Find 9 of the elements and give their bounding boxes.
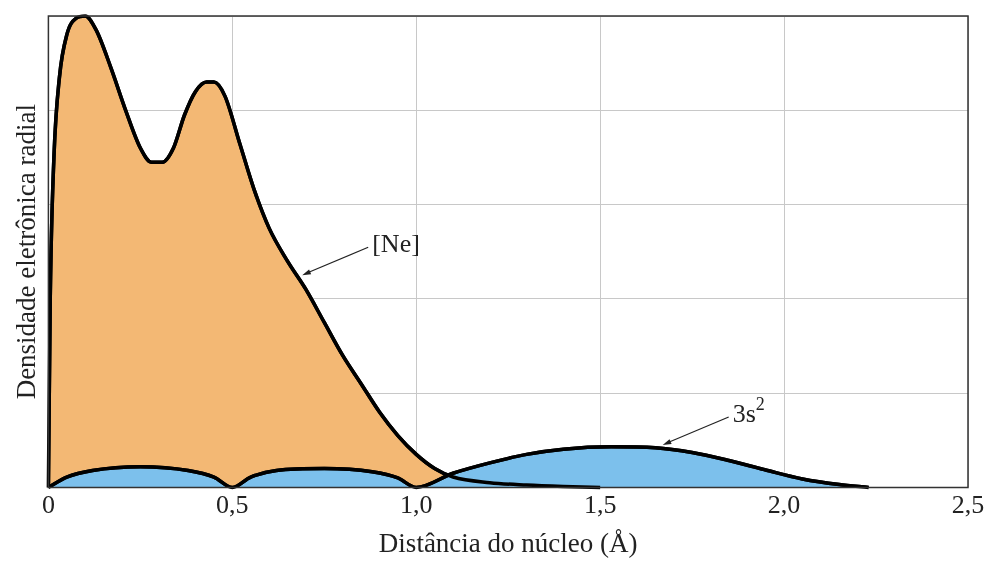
y-axis-title: Densidade eletrônica radial: [11, 104, 42, 400]
x-tick-label: 2,5: [951, 489, 985, 519]
x-axis-title: Distância do núcleo (Å): [378, 527, 638, 558]
x-tick-label: 1,5: [583, 489, 617, 519]
annotation: [Ne]: [372, 229, 420, 259]
x-tick-label: 0,5: [216, 489, 249, 519]
x-tick-label: 0: [41, 489, 55, 519]
x-tick-label: 2,0: [767, 489, 801, 519]
x-tick-label: 1,0: [399, 489, 433, 519]
